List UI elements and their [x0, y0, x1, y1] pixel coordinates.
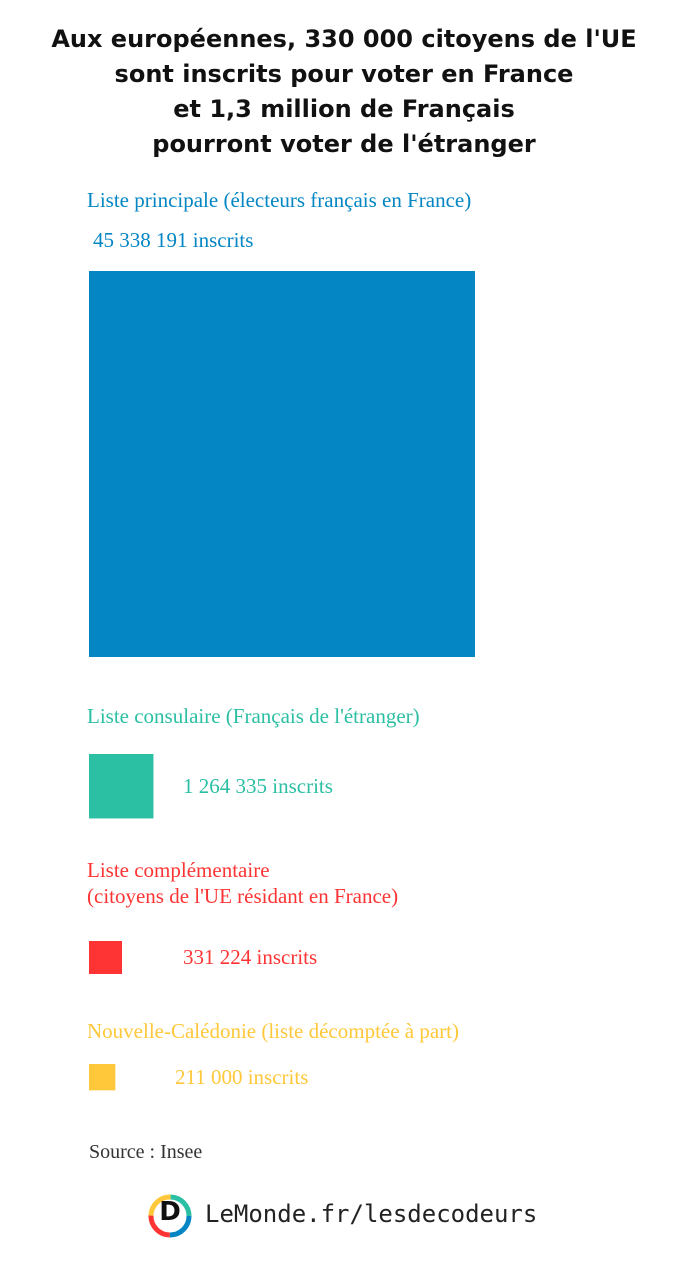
square	[89, 941, 122, 974]
category-label: Liste principale (électeurs français en …	[87, 188, 472, 212]
logo-ring	[148, 1194, 192, 1238]
logo-letter: D	[159, 1197, 181, 1227]
logo-ring	[148, 1194, 192, 1238]
logo-ring	[148, 1194, 192, 1238]
value-label: 331 224 inscrits	[183, 945, 318, 970]
square	[89, 1064, 116, 1091]
category-label: Nouvelle-Calédonie (liste décomptée à pa…	[87, 1019, 460, 1043]
square	[89, 754, 154, 819]
credit: LeMonde.fr/lesdecodeurs	[205, 1200, 538, 1228]
chart-title: Aux européennes, 330 000 citoyens de l'U…	[51, 25, 637, 158]
value-label: 1 264 335 inscrits	[183, 774, 333, 799]
square	[89, 271, 475, 657]
source: Source : Insee	[89, 1141, 203, 1163]
value-label: 211 000 inscrits	[175, 1065, 309, 1090]
category-label: Liste complémentaire (citoyens de l'UE r…	[87, 858, 399, 908]
value-label: 45 338 191 inscrits	[93, 228, 254, 252]
category-label: Liste consulaire (Français de l'étranger…	[87, 704, 420, 728]
